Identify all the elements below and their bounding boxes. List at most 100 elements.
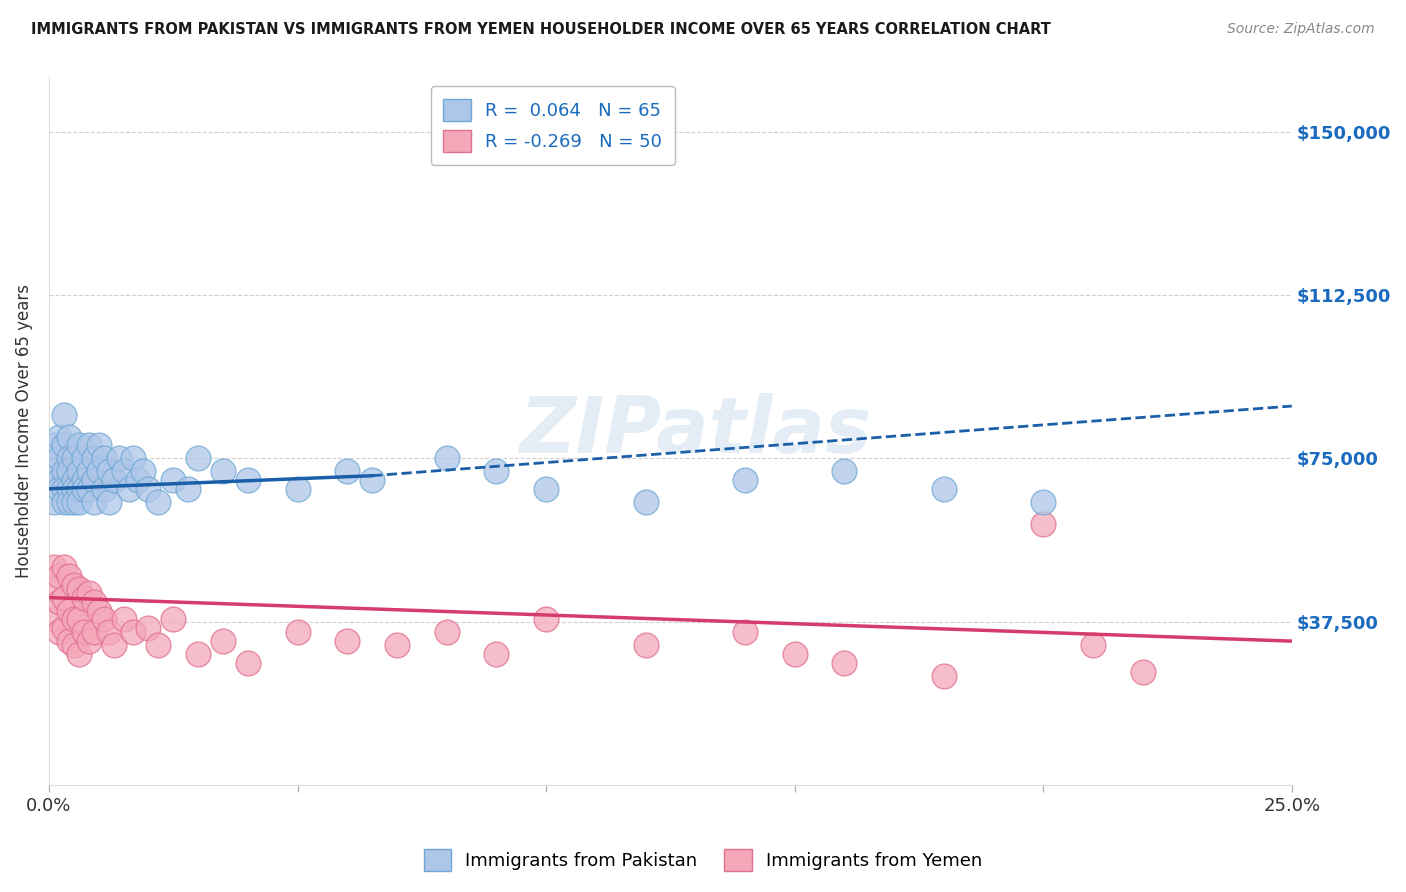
- Point: [634, 495, 657, 509]
- Point: [67, 464, 90, 478]
- Point: [52, 438, 75, 452]
- Point: [48, 625, 70, 640]
- Point: [212, 634, 235, 648]
- Point: [127, 473, 149, 487]
- Point: [52, 560, 75, 574]
- Point: [73, 591, 96, 605]
- Point: [148, 639, 170, 653]
- Point: [52, 464, 75, 478]
- Point: [77, 464, 100, 478]
- Point: [63, 612, 86, 626]
- Point: [48, 595, 70, 609]
- Point: [58, 495, 80, 509]
- Point: [48, 429, 70, 443]
- Point: [42, 560, 65, 574]
- Point: [73, 482, 96, 496]
- Point: [122, 625, 145, 640]
- Text: Source: ZipAtlas.com: Source: ZipAtlas.com: [1227, 22, 1375, 37]
- Point: [138, 482, 160, 496]
- Point: [63, 577, 86, 591]
- Point: [58, 569, 80, 583]
- Point: [42, 438, 65, 452]
- Point: [236, 656, 259, 670]
- Point: [132, 464, 155, 478]
- Point: [77, 438, 100, 452]
- Point: [534, 612, 557, 626]
- Point: [42, 582, 65, 596]
- Point: [63, 482, 86, 496]
- Point: [122, 451, 145, 466]
- Point: [834, 464, 856, 478]
- Point: [63, 473, 86, 487]
- Point: [212, 464, 235, 478]
- Point: [52, 495, 75, 509]
- Point: [534, 482, 557, 496]
- Point: [177, 482, 200, 496]
- Point: [58, 634, 80, 648]
- Point: [97, 625, 120, 640]
- Point: [83, 625, 105, 640]
- Point: [932, 669, 955, 683]
- Point: [83, 495, 105, 509]
- Point: [58, 464, 80, 478]
- Point: [48, 473, 70, 487]
- Point: [783, 647, 806, 661]
- Point: [42, 495, 65, 509]
- Point: [58, 451, 80, 466]
- Legend: Immigrants from Pakistan, Immigrants from Yemen: Immigrants from Pakistan, Immigrants fro…: [416, 842, 990, 879]
- Point: [187, 451, 209, 466]
- Point: [67, 582, 90, 596]
- Point: [385, 639, 408, 653]
- Point: [63, 495, 86, 509]
- Point: [58, 604, 80, 618]
- Point: [87, 604, 110, 618]
- Point: [63, 451, 86, 466]
- Point: [48, 451, 70, 466]
- Point: [58, 482, 80, 496]
- Point: [436, 625, 458, 640]
- Point: [67, 438, 90, 452]
- Point: [83, 473, 105, 487]
- Point: [77, 634, 100, 648]
- Point: [48, 482, 70, 496]
- Point: [73, 625, 96, 640]
- Point: [87, 438, 110, 452]
- Point: [67, 495, 90, 509]
- Point: [83, 451, 105, 466]
- Text: IMMIGRANTS FROM PAKISTAN VS IMMIGRANTS FROM YEMEN HOUSEHOLDER INCOME OVER 65 YEA: IMMIGRANTS FROM PAKISTAN VS IMMIGRANTS F…: [31, 22, 1050, 37]
- Point: [734, 625, 756, 640]
- Point: [485, 647, 508, 661]
- Point: [103, 639, 125, 653]
- Point: [107, 451, 129, 466]
- Point: [1032, 516, 1054, 531]
- Point: [73, 473, 96, 487]
- Point: [42, 464, 65, 478]
- Point: [67, 647, 90, 661]
- Point: [287, 625, 309, 640]
- Point: [734, 473, 756, 487]
- Point: [634, 639, 657, 653]
- Point: [236, 473, 259, 487]
- Point: [93, 482, 115, 496]
- Legend: R =  0.064   N = 65, R = -0.269   N = 50: R = 0.064 N = 65, R = -0.269 N = 50: [430, 87, 675, 165]
- Point: [162, 473, 184, 487]
- Point: [63, 639, 86, 653]
- Point: [117, 482, 139, 496]
- Y-axis label: Householder Income Over 65 years: Householder Income Over 65 years: [15, 284, 32, 578]
- Point: [103, 473, 125, 487]
- Point: [148, 495, 170, 509]
- Point: [52, 408, 75, 422]
- Point: [436, 451, 458, 466]
- Text: ZIPatlas: ZIPatlas: [519, 393, 872, 469]
- Point: [112, 464, 135, 478]
- Point: [52, 591, 75, 605]
- Point: [336, 634, 359, 648]
- Point: [58, 429, 80, 443]
- Point: [485, 464, 508, 478]
- Point: [52, 482, 75, 496]
- Point: [834, 656, 856, 670]
- Point: [138, 621, 160, 635]
- Point: [932, 482, 955, 496]
- Point: [162, 612, 184, 626]
- Point: [73, 451, 96, 466]
